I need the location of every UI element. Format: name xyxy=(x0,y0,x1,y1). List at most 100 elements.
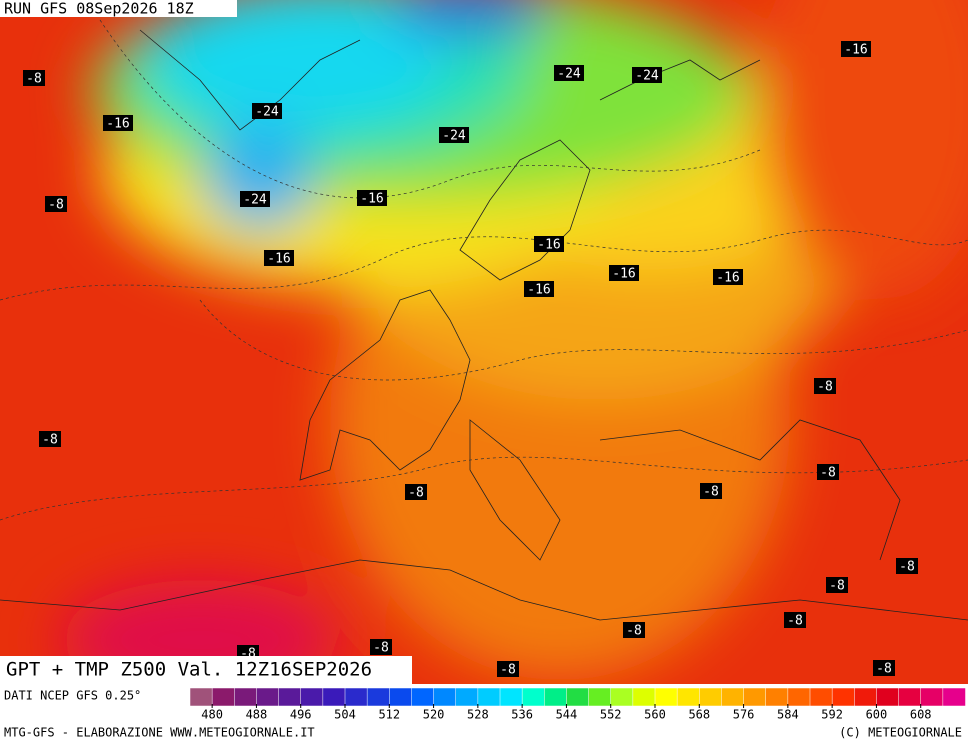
contour-label-box xyxy=(357,190,387,206)
contour-label-box xyxy=(623,622,645,638)
contour-label: -16 xyxy=(360,192,383,207)
legend-swatch xyxy=(588,687,612,707)
contour-label: -8 xyxy=(500,663,516,678)
contour-label-box xyxy=(784,612,806,628)
legend-tick-label: 592 xyxy=(821,708,843,722)
legend-swatch xyxy=(366,687,391,707)
legend-swatch xyxy=(854,687,878,707)
legend-swatch xyxy=(610,687,634,707)
contour-label: -8 xyxy=(703,485,719,500)
legend-tick-label: 512 xyxy=(378,708,400,722)
contour-label: -8 xyxy=(26,72,42,87)
run-label: RUN GFS 08Sep2026 18Z xyxy=(4,0,194,18)
legend-swatch xyxy=(765,687,789,707)
legend-swatch xyxy=(344,687,368,707)
legend-swatch xyxy=(499,687,523,707)
legend-tick-label: 536 xyxy=(511,708,533,722)
legend-tick-label: 528 xyxy=(467,708,489,722)
legend-tick-label: 584 xyxy=(777,708,799,722)
legend-swatch xyxy=(876,687,900,707)
legend-tick-label: 480 xyxy=(201,708,223,722)
contour-label-box xyxy=(103,115,133,131)
credits: MTG-GFS - ELABORAZIONE WWW.METEOGIORNALE… xyxy=(4,726,315,740)
legend-swatch xyxy=(721,687,745,707)
legend-tick-label: 496 xyxy=(290,708,312,722)
legend-swatch xyxy=(278,687,302,707)
legend-swatch xyxy=(654,687,678,707)
legend-tick-label: 576 xyxy=(733,708,755,722)
legend-swatch xyxy=(411,687,435,707)
contour-label-box xyxy=(713,269,743,285)
contour-label: -16 xyxy=(106,117,129,132)
contour-label: -8 xyxy=(48,198,64,213)
contour-label: -24 xyxy=(557,67,581,82)
contour-label: -8 xyxy=(876,662,892,677)
contour-label-box xyxy=(817,464,839,480)
contour-label-box xyxy=(45,196,67,212)
contour-label-box xyxy=(264,250,294,266)
contour-label-box xyxy=(896,558,918,574)
legend-swatch xyxy=(566,687,590,707)
legend-swatch xyxy=(477,687,501,707)
title-box xyxy=(0,656,412,684)
legend-swatch xyxy=(743,687,767,707)
legend-swatch xyxy=(300,687,324,707)
contour-label-box xyxy=(609,265,639,281)
header-box xyxy=(0,0,237,17)
contour-label: -8 xyxy=(817,380,833,395)
legend-swatch xyxy=(455,687,479,707)
legend-tick-label: 552 xyxy=(600,708,622,722)
legend-swatch xyxy=(632,687,656,707)
coastlines xyxy=(0,29,968,621)
copyright: (C) METEOGIORNALE xyxy=(839,726,962,740)
legend-tick-label: 608 xyxy=(910,708,932,722)
contour-label: -8 xyxy=(820,466,836,481)
contour-label-box xyxy=(826,577,848,593)
legend-swatch xyxy=(920,687,944,707)
contour-label: -8 xyxy=(787,614,803,629)
contour-label-box xyxy=(240,191,270,207)
contour-label-box xyxy=(497,661,519,677)
contour-label-box xyxy=(439,127,469,143)
data-source: DATI NCEP GFS 0.25° xyxy=(4,689,141,703)
contour-label: -16 xyxy=(844,43,867,58)
contour-label: -16 xyxy=(612,267,635,282)
contour-label-box xyxy=(23,70,45,86)
contour-label: -16 xyxy=(527,283,550,298)
legend-swatch xyxy=(676,687,701,707)
contour-label: -8 xyxy=(626,624,642,639)
legend-swatch xyxy=(942,687,966,707)
legend-swatch xyxy=(831,687,856,707)
legend-tick-label: 488 xyxy=(246,708,268,722)
legend-swatch xyxy=(433,687,457,707)
contour-label-box xyxy=(873,660,895,676)
color-legend: 480 488 496 504 512 520 528 536 544 552 560 568 576 5… xyxy=(189,687,966,722)
contour-label-box xyxy=(252,103,282,119)
legend-swatch xyxy=(544,687,568,707)
contour-label-box xyxy=(841,41,871,57)
legend-tick-label: 520 xyxy=(423,708,445,722)
legend-tick-label: 568 xyxy=(688,708,710,722)
legend-swatch xyxy=(787,687,811,707)
legend-tick-label: 560 xyxy=(644,708,666,722)
contour-label-box xyxy=(632,67,662,83)
legend-swatch xyxy=(699,687,723,707)
contour-label: -24 xyxy=(255,105,279,120)
contour-label: -24 xyxy=(442,129,466,144)
contour-label-box xyxy=(814,378,836,394)
legend-tick-label: 600 xyxy=(866,708,888,722)
legend-tick-label: 504 xyxy=(334,708,356,722)
contour-label-box xyxy=(524,281,554,297)
contours xyxy=(0,19,968,521)
legend-swatch xyxy=(189,687,213,707)
legend-swatch xyxy=(211,687,236,707)
contour-label: -8 xyxy=(899,560,915,575)
legend-swatch xyxy=(809,687,833,707)
map-title: GPT + TMP Z500 Val. 12Z16SEP2026 xyxy=(6,659,372,681)
contour-label: -16 xyxy=(267,252,290,267)
contour-label-box xyxy=(700,483,722,499)
contour-label-box xyxy=(554,65,584,81)
contour-label: -8 xyxy=(42,433,58,448)
legend-tick-label: 544 xyxy=(556,708,578,722)
